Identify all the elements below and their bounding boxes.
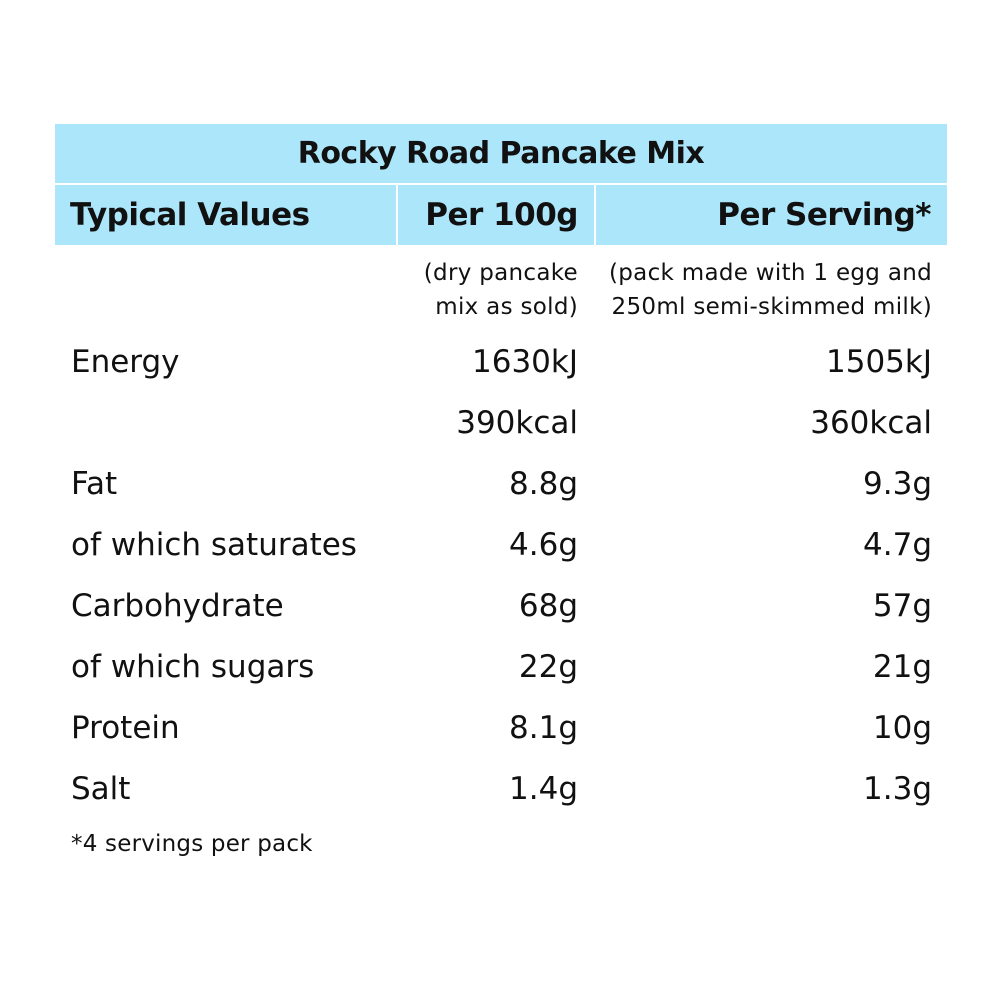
row-per-serving-value: 10g <box>872 710 932 746</box>
header-per-serving: Per Serving* <box>596 185 947 245</box>
row-label: of which saturates <box>71 527 357 563</box>
row-per-serving-value: 21g <box>872 649 932 685</box>
row-label: Protein <box>71 710 180 746</box>
row-label: Energy <box>71 344 180 380</box>
row-label: Carbohydrate <box>71 588 284 624</box>
table-title: Rocky Road Pancake Mix <box>55 124 947 183</box>
row-label: of which sugars <box>71 649 315 685</box>
header-typical-values: Typical Values <box>55 185 396 245</box>
nutrition-table-header: Rocky Road Pancake Mix Typical Values Pe… <box>55 124 947 245</box>
row-per-100g-value: 1630kJ <box>472 344 578 380</box>
row-per-serving-value: 360kcal <box>810 405 932 441</box>
row-per-100g-value: 22g <box>518 649 578 685</box>
header-per-100g: Per 100g <box>398 185 594 245</box>
row-per-serving-value: 1505kJ <box>826 344 932 380</box>
per-100g-note: (dry pancake mix as sold) <box>423 260 578 320</box>
row-per-100g-value: 390kcal <box>456 405 578 441</box>
servings-footnote: *4 servings per pack <box>71 831 313 857</box>
row-per-100g-value: 1.4g <box>509 771 578 807</box>
row-per-serving-value: 9.3g <box>863 466 932 502</box>
row-label: Salt <box>71 771 131 807</box>
row-per-100g-value: 68g <box>518 588 578 624</box>
row-per-serving-value: 4.7g <box>863 527 932 563</box>
row-per-serving-value: 57g <box>872 588 932 624</box>
row-per-100g-value: 4.6g <box>509 527 578 563</box>
row-label: Fat <box>71 466 118 502</box>
per-serving-note: (pack made with 1 egg and 250ml semi-ski… <box>609 260 932 320</box>
column-header-row: Typical Values Per 100g Per Serving* <box>55 185 947 245</box>
row-per-serving-value: 1.3g <box>863 771 932 807</box>
row-per-100g-value: 8.8g <box>509 466 578 502</box>
row-per-100g-value: 8.1g <box>509 710 578 746</box>
